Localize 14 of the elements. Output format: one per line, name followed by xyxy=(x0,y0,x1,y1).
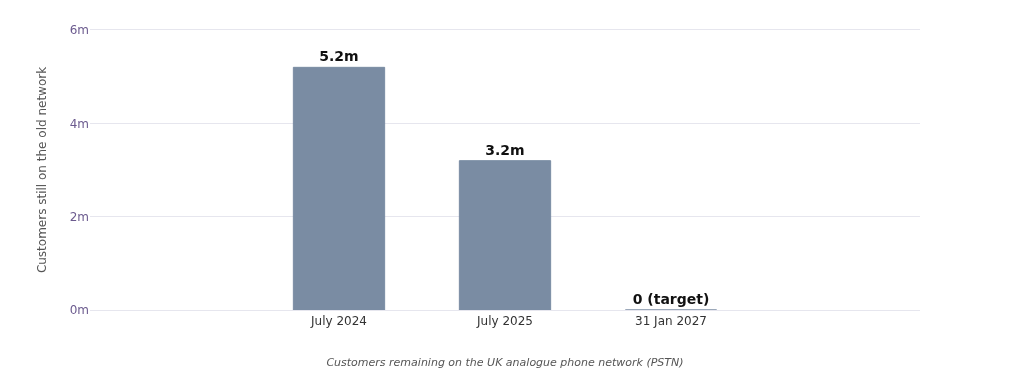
y-tick-label: 6m xyxy=(69,23,89,38)
x-tick-label: 31 Jan 2027 xyxy=(635,314,707,329)
data-label: 5.2m xyxy=(319,48,359,65)
data-label: 0 (target) xyxy=(632,291,710,307)
data-label: 3.2m xyxy=(485,141,525,158)
y-tick-label: 0m xyxy=(69,303,89,318)
x-tick-label: July 2024 xyxy=(310,314,367,329)
y-axis-title: Customers still on the old network xyxy=(34,66,49,274)
x-tick-label: July 2025 xyxy=(476,314,533,329)
bar xyxy=(292,66,386,310)
y-tick-label: 2m xyxy=(69,209,89,224)
x-axis-title: Customers remaining on the UK analogue phone network (PSTN) xyxy=(326,355,684,369)
y-tick-label: 4m xyxy=(69,116,89,131)
bar xyxy=(458,160,552,310)
